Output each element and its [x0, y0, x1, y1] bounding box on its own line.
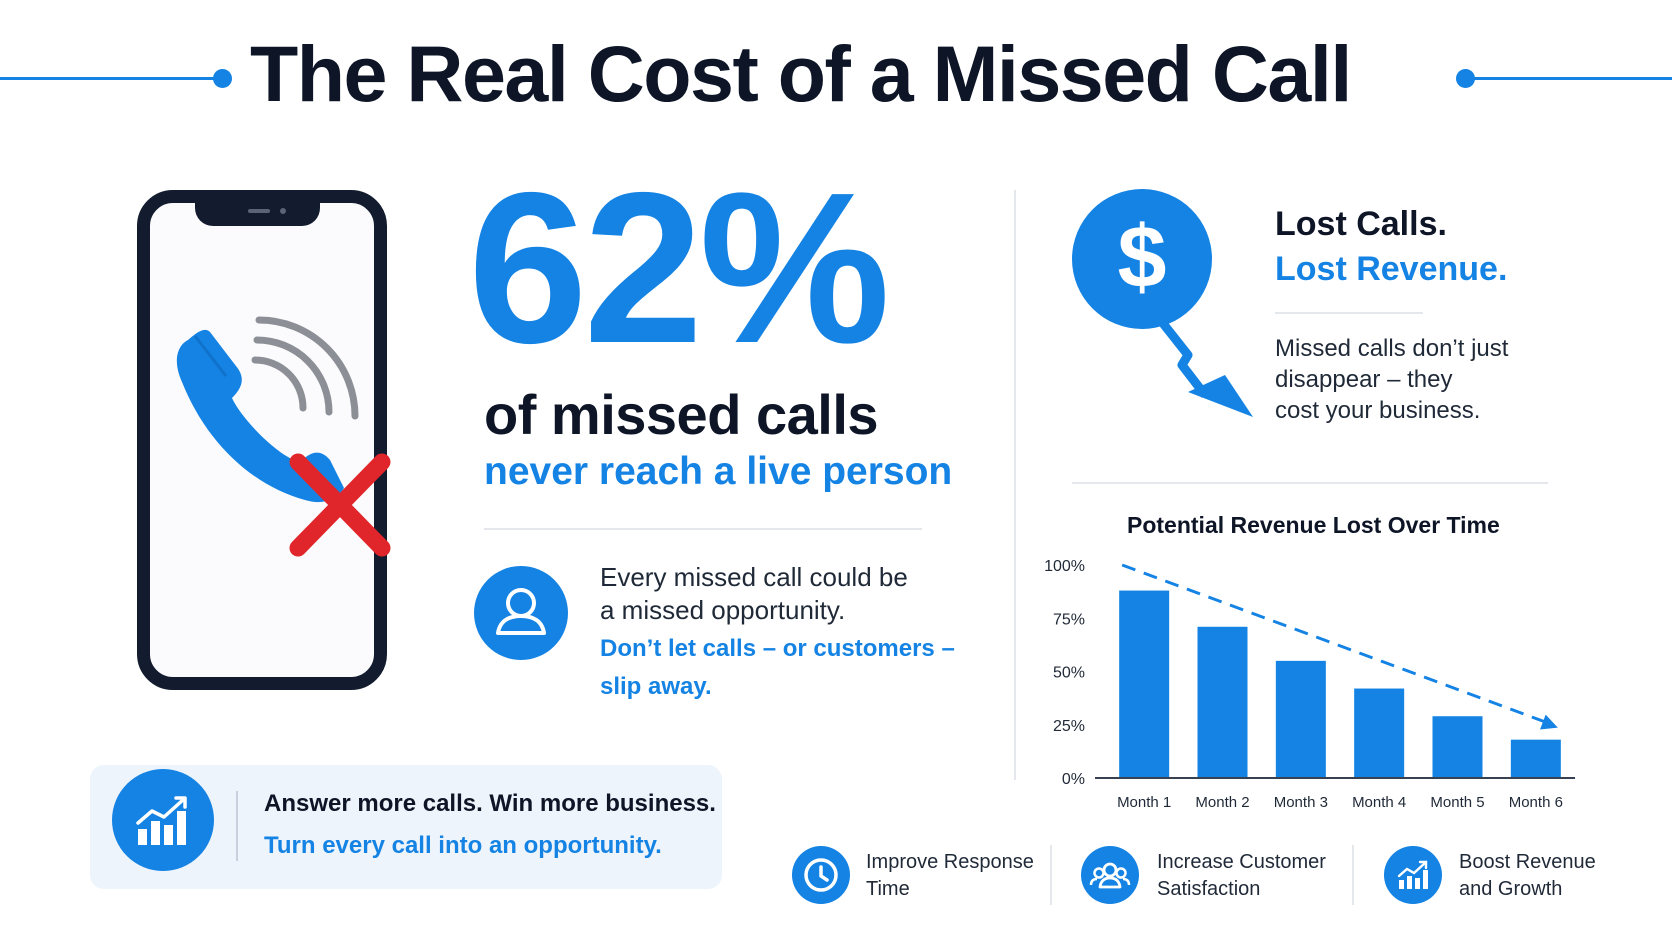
trend-arrowhead: [1540, 714, 1558, 730]
opportunity-line-2: a missed opportunity.: [600, 595, 846, 625]
x-tick-label: Month 4: [1352, 794, 1406, 811]
benefit-1-line-1: Improve Response: [866, 851, 1034, 873]
revenue-icon-badge: [1384, 846, 1442, 904]
bar: [1119, 590, 1170, 778]
bar: [1510, 739, 1561, 778]
lost-calls-heading: Lost Calls.: [1275, 205, 1447, 243]
lost-desc-2: disappear – they: [1275, 366, 1453, 393]
x-tick-label: Month 6: [1509, 794, 1563, 811]
phone-camera: [280, 208, 286, 214]
y-tick-label: 75%: [1053, 611, 1085, 628]
stat-caption: of missed calls: [484, 383, 879, 446]
growth-icon-badge: [112, 769, 214, 871]
lost-desc-3: cost your business.: [1275, 397, 1481, 424]
benefit-2-line-1: Increase Customer: [1157, 851, 1326, 873]
opportunity-cta-1: Don’t let calls – or customers –: [600, 635, 955, 662]
growth-chart-icon: [136, 796, 187, 845]
banner-headline: Answer more calls. Win more business.: [264, 790, 716, 817]
users-icon-badge: [1081, 846, 1139, 904]
phone-notch: [195, 190, 320, 226]
x-tick-label: Month 2: [1195, 794, 1249, 811]
y-tick-label: 100%: [1044, 558, 1085, 575]
banner-subline: Turn every call into an opportunity.: [264, 832, 662, 859]
benefit-divider-1: [1050, 845, 1052, 905]
users-icon: [1089, 862, 1131, 889]
banner-divider: [236, 791, 238, 861]
title-left-line: [0, 77, 215, 80]
lost-desc-1: Missed calls don’t just: [1275, 335, 1509, 362]
stat-highlight: never reach a live person: [484, 450, 953, 493]
bar: [1432, 716, 1483, 778]
clock-icon-badge: [792, 846, 850, 904]
bar: [1354, 688, 1405, 778]
benefit-3-line-1: Boost Revenue: [1459, 851, 1596, 873]
x-tick-label: Month 3: [1274, 794, 1328, 811]
title-left-dot: [213, 69, 232, 88]
benefit-3-line-2: and Growth: [1459, 878, 1563, 900]
chart-top-divider: [1072, 482, 1548, 484]
title-right-dot: [1456, 69, 1475, 88]
title-right-line: [1472, 77, 1672, 80]
y-tick-label: 25%: [1053, 718, 1085, 735]
svg-text:$: $: [1118, 207, 1167, 306]
person-icon: [496, 588, 546, 635]
opportunity-line-1: Every missed call could be: [600, 562, 908, 592]
page-title: The Real Cost of a Missed Call: [250, 29, 1352, 118]
trend-line: [1121, 563, 1551, 726]
chart-title: Potential Revenue Lost Over Time: [1127, 512, 1500, 538]
lost-divider: [1275, 312, 1423, 314]
stat-divider: [484, 528, 922, 530]
dollar-down-icon: $: [1072, 189, 1253, 417]
clock-icon: [804, 858, 838, 892]
benefit-1-line-2: Time: [866, 878, 910, 900]
benefit-2-line-2: Satisfaction: [1157, 878, 1261, 900]
bar: [1275, 660, 1326, 778]
lost-revenue-heading: Lost Revenue.: [1275, 250, 1508, 288]
growth-chart-icon: [1397, 860, 1428, 889]
stat-percentage: 62%: [468, 147, 890, 388]
missed-call-icon: [176, 316, 391, 557]
y-tick-label: 50%: [1053, 665, 1085, 682]
opportunity-cta-2: slip away.: [600, 673, 712, 700]
bar: [1197, 626, 1248, 778]
revenue-bar-chart: 0% 25% 50% 75% 100% Month 1 Month 2 Month 3 Mont…: [1044, 558, 1575, 811]
benefit-divider-2: [1352, 845, 1354, 905]
x-tick-label: Month 1: [1117, 794, 1171, 811]
y-tick-label: 0%: [1062, 771, 1085, 788]
phone-speaker: [248, 209, 270, 213]
x-tick-label: Month 5: [1430, 794, 1484, 811]
person-icon-badge: [474, 566, 568, 660]
section-divider: [1014, 190, 1016, 780]
